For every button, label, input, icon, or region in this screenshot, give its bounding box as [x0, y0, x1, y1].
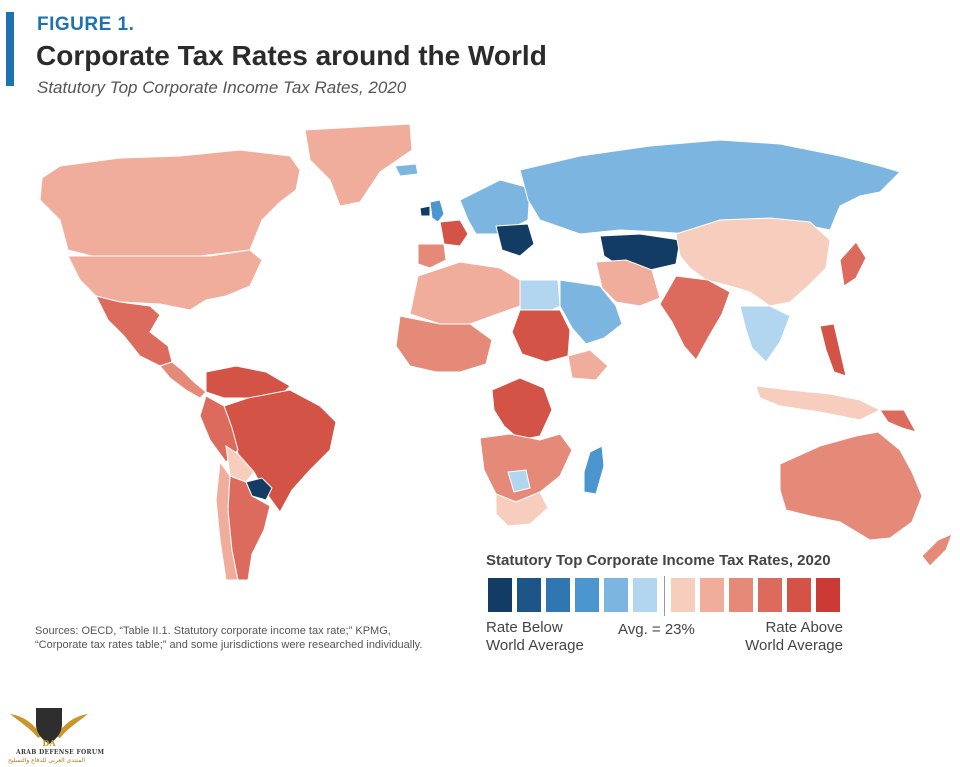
legend-swatch: [787, 578, 811, 612]
legend-swatch: [517, 578, 541, 612]
map-region-botswana: [507, 469, 531, 493]
map-region-india: [659, 275, 731, 361]
legend-swatch: [546, 578, 570, 612]
legend-swatch: [604, 578, 628, 612]
map-region-balkans: [495, 223, 535, 257]
map-region-japan: [839, 241, 867, 287]
logo-monogram: DA: [42, 738, 56, 748]
legend-swatch: [816, 578, 840, 612]
legend-swatch: [633, 578, 657, 612]
legend-average-label: Avg. = 23%: [618, 621, 695, 638]
map-region-iberia: [417, 243, 447, 269]
map-region-iran: [595, 259, 661, 307]
map-region-central-america: [159, 361, 207, 399]
map-region-sudan: [511, 309, 571, 363]
sources-note: Sources: OECD, “Table II.1. Statutory co…: [35, 625, 423, 651]
map-region-south-africa: [495, 491, 549, 527]
chart-subtitle: Statutory Top Corporate Income Tax Rates…: [37, 78, 407, 97]
legend-swatch: [671, 578, 695, 612]
map-region-indonesia: [755, 385, 882, 421]
map-region-papua-new-guinea: [879, 409, 918, 433]
shield-icon: [36, 708, 62, 744]
map-region-argentina: [227, 475, 271, 581]
legend-swatch: [758, 578, 782, 612]
map-region-united-states: [67, 249, 263, 311]
map-region-iceland: [394, 163, 419, 177]
map-region-southeast-asia: [739, 305, 791, 363]
map-region-china: [675, 217, 831, 307]
accent-bar: [6, 12, 14, 86]
wing-left-icon: [10, 714, 42, 738]
map-region-ethiopia: [567, 349, 609, 381]
logo-caption-ar: المنتدى العربي للدفاع والتسليح: [8, 757, 85, 764]
figure-label: FIGURE 1.: [37, 14, 135, 35]
map-region-new-zealand: [921, 533, 953, 567]
map-region-dr-congo: [491, 377, 553, 441]
legend-swatch: [700, 578, 724, 612]
wing-right-icon: [56, 714, 88, 738]
world-map: [39, 123, 953, 581]
map-region-ireland: [419, 205, 431, 217]
forum-logo: DA: [10, 708, 88, 748]
legend-low-label: Rate Below World Average: [486, 619, 584, 654]
legend-title: Statutory Top Corporate Income Tax Rates…: [486, 552, 831, 569]
chart-title: Corporate Tax Rates around the World: [36, 40, 547, 71]
map-region-middle-east: [559, 279, 623, 345]
legend-swatch: [729, 578, 753, 612]
map-region-north-africa: [409, 261, 521, 325]
legend-swatch: [488, 578, 512, 612]
map-region-united-kingdom: [429, 199, 445, 223]
map-region-france: [439, 219, 469, 247]
map-region-west-africa: [395, 315, 493, 373]
map-region-madagascar: [583, 445, 605, 495]
legend-swatch: [575, 578, 599, 612]
map-region-philippines: [819, 323, 847, 377]
map-region-canada: [39, 149, 301, 259]
map-region-australia: [779, 431, 923, 541]
map-region-greenland: [304, 123, 413, 207]
map-region-bolivia: [225, 444, 255, 483]
logo-caption-en: ARAB DEFENSE FORUM: [16, 749, 105, 756]
legend-average-divider: [664, 576, 665, 616]
map-region-russia: [519, 139, 901, 235]
map-region-mexico: [95, 295, 173, 367]
map-region-southern-africa: [479, 433, 573, 503]
legend-high-label: Rate Above World Average: [745, 619, 843, 654]
